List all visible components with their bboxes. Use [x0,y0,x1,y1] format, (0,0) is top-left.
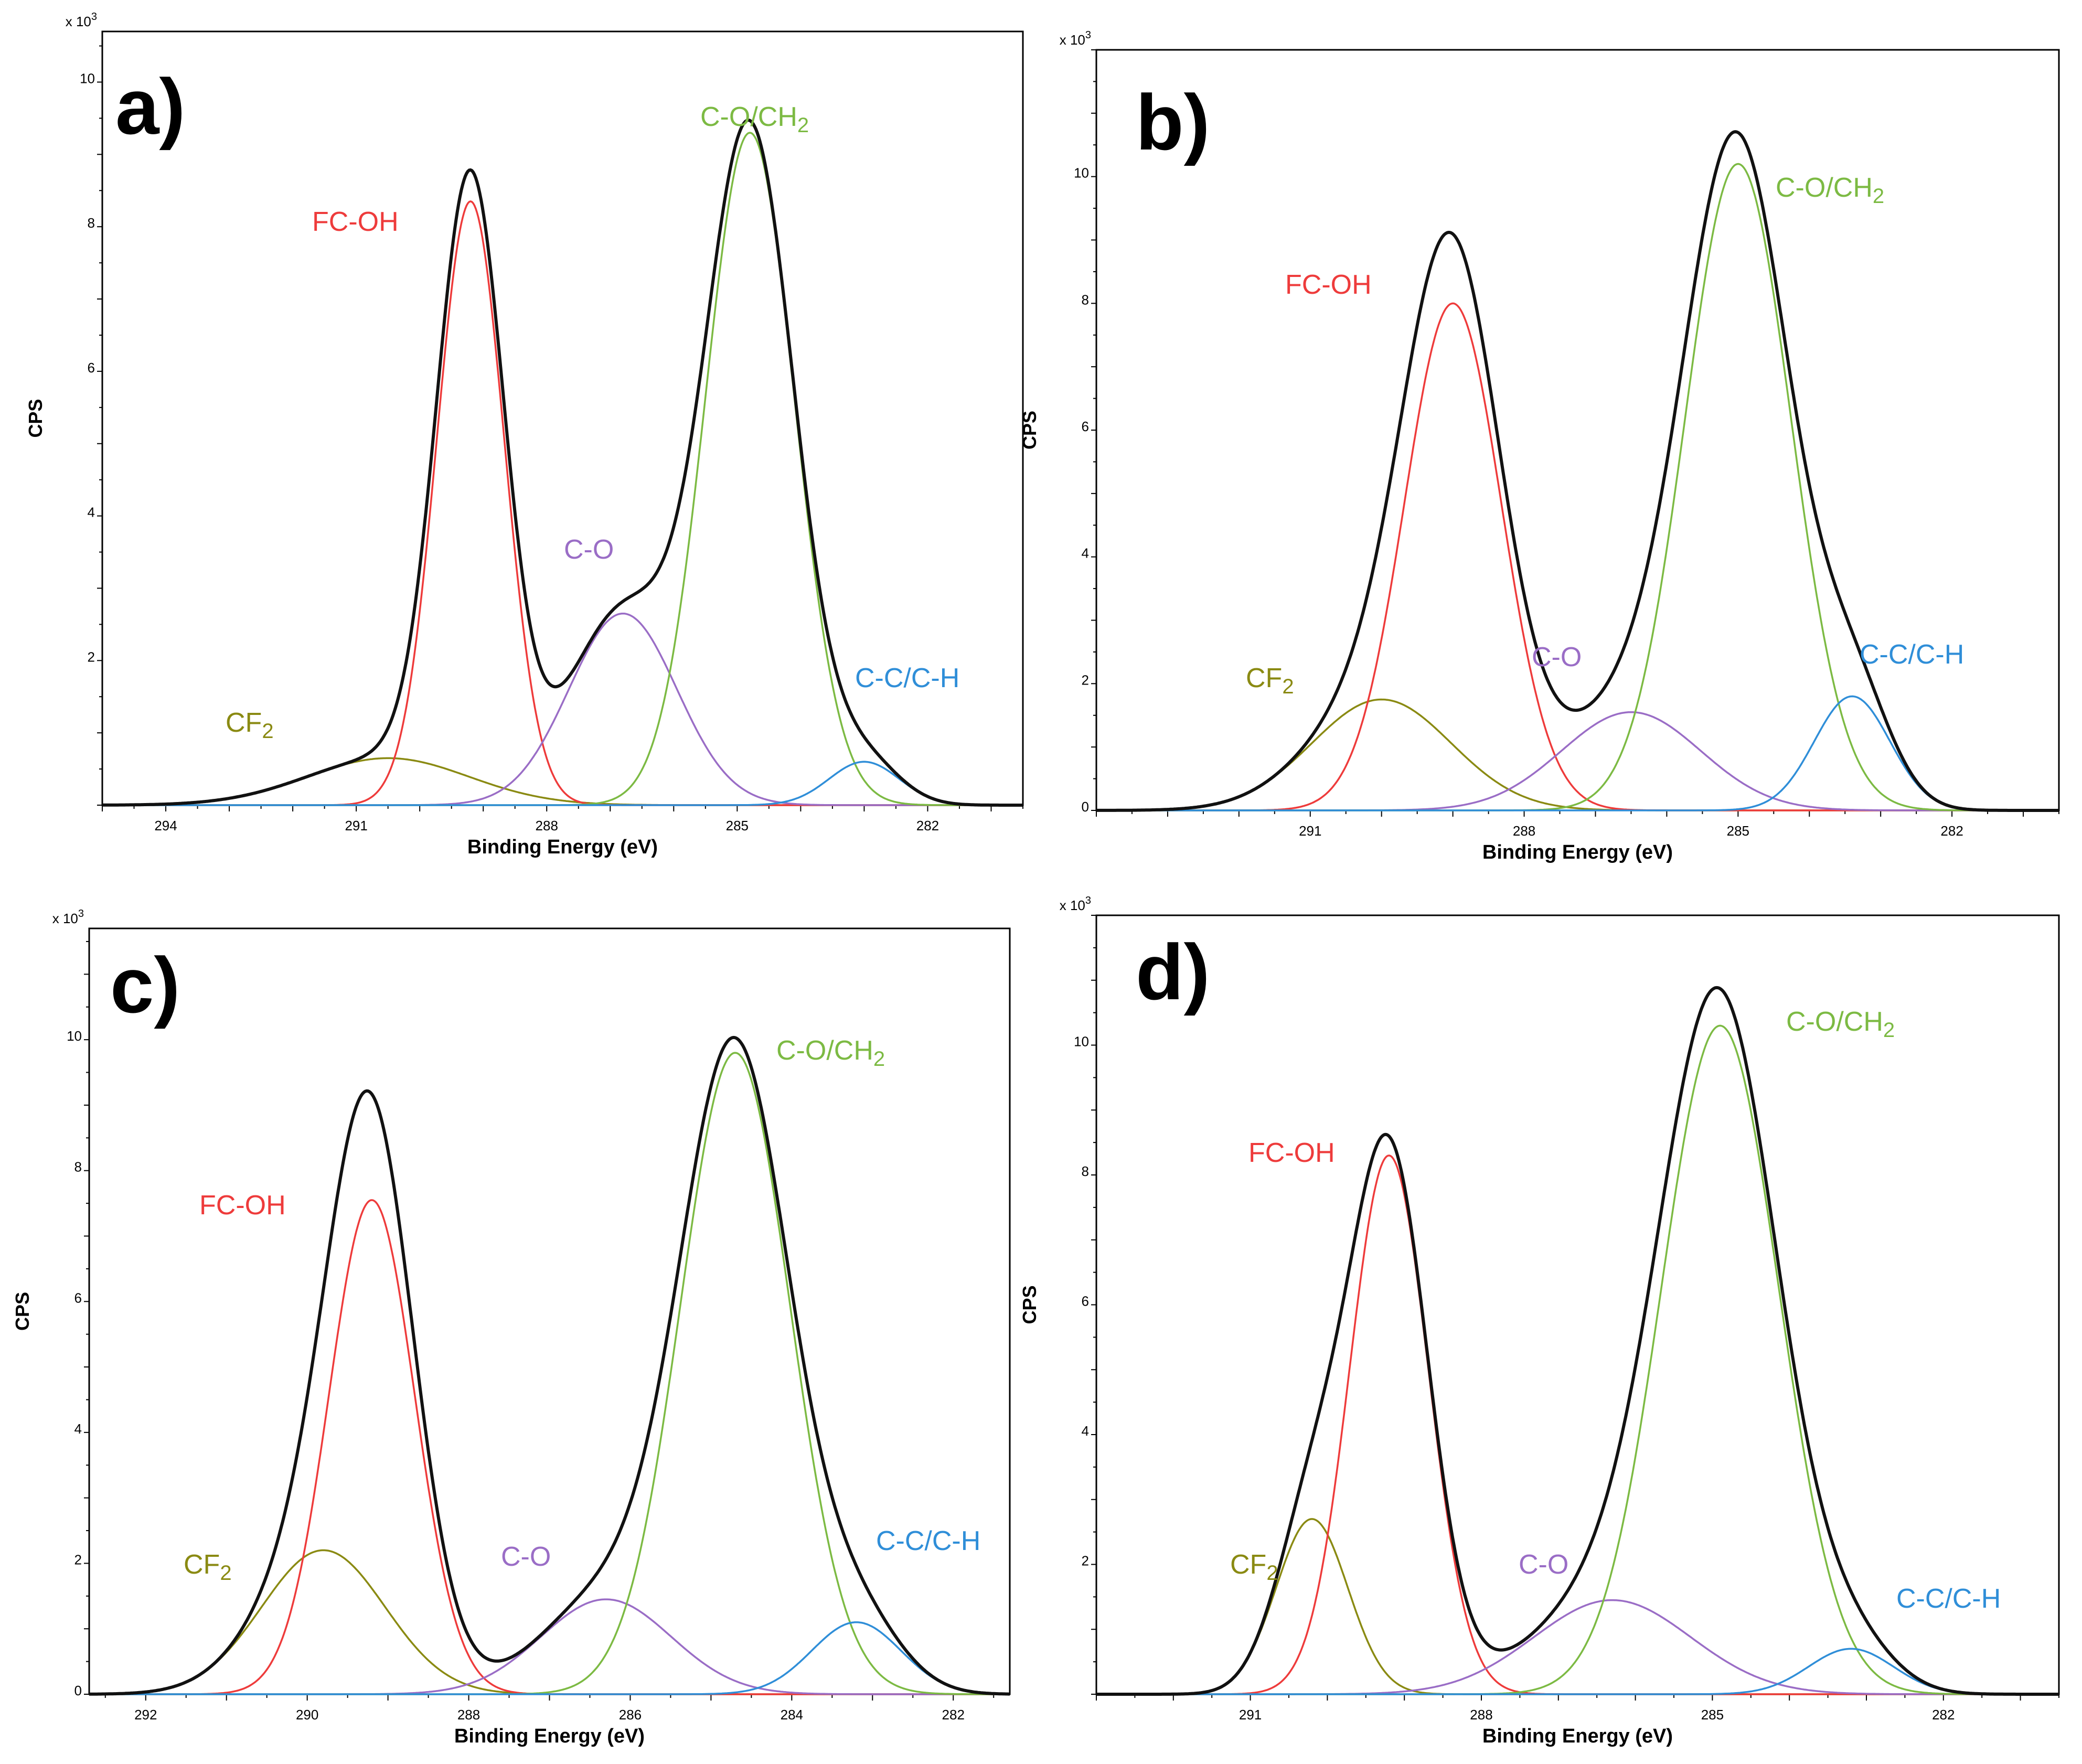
x-tick-label: 291 [1299,823,1321,839]
y-tick-label: 10 [80,70,95,86]
y-tick-label: 2 [74,1552,82,1567]
y-tick-label: 4 [88,505,95,520]
x-tick-label: 282 [942,1707,965,1723]
component-curve-c-c-c-h [1096,1648,2059,1695]
x-tick-label: 286 [619,1707,642,1723]
component-curve-c-o-ch2 [1096,163,2059,811]
plot-frame [1095,49,2060,811]
y-scale-label: x 103 [1060,895,1091,913]
component-curve-fc-oh [89,1199,1010,1695]
x-tick-label: 288 [536,818,558,833]
peak-label-c-c-c-h: C-C/C-H [1896,1584,2001,1614]
y-scale-label: x 103 [1060,29,1091,48]
peak-label-cf2: CF2 [226,708,274,743]
y-tick-label: 2 [1082,672,1089,688]
panel-letter: c) [110,941,180,1029]
y-tick-label: 2 [1082,1553,1089,1569]
y-tick-label: 10 [1074,165,1089,181]
component-curve-fc-oh [1096,302,2059,811]
y-tick-label: 6 [1082,1293,1089,1309]
peak-label-c-o: C-O [1532,642,1582,672]
peak-label-c-o-ch2: C-O/CH2 [1776,173,1884,208]
x-tick-label: 291 [345,818,367,833]
peak-label-fc-oh: FC-OH [1285,270,1372,300]
peak-label-c-c-c-h: C-C/C-H [876,1526,980,1556]
panel-letter: d) [1136,928,1210,1016]
peak-label-c-o: C-O [564,534,614,565]
x-tick-label: 292 [134,1707,157,1723]
y-tick-label: 6 [74,1290,82,1306]
peak-label-cf2: CF2 [1246,663,1294,698]
y-axis-label: CPS [1019,1285,1040,1324]
y-axis-label: CPS [12,1292,33,1331]
x-axis-label: Binding Energy (eV) [467,836,658,858]
y-tick-label: 8 [1082,1163,1089,1179]
peak-label-c-o-ch2: C-O/CH2 [1786,1007,1895,1042]
component-curve-c-c-c-h [1096,695,2059,811]
panel-letter: a) [115,62,185,151]
y-tick-label: 0 [74,1683,82,1698]
component-curve-c-c-c-h [102,761,1023,806]
y-tick-label: 10 [1074,1034,1089,1050]
envelope-curve [1096,130,2059,812]
peak-label-fc-oh: FC-OH [199,1190,286,1221]
component-curve-cf2 [1096,698,2059,811]
y-tick-label: 6 [88,360,95,376]
y-tick-label: 0 [1082,799,1089,815]
x-tick-label: 285 [726,818,749,833]
y-tick-label: 4 [1082,1423,1089,1439]
envelope-curve [89,1035,1010,1696]
panel-a: 294 291 288 285 282 2 4 6 8 10 x 103 Binding Energy… [25,11,1024,858]
y-axis-label: CPS [1019,411,1040,450]
x-tick-label: 282 [916,818,939,833]
y-tick-label: 8 [74,1159,82,1175]
x-tick-label: 291 [1239,1707,1262,1723]
peak-label-c-o: C-O [1519,1549,1568,1580]
envelope-curve [1096,986,2059,1696]
x-tick-label: 282 [1932,1707,1955,1723]
panel-c: 292 290 288 286 284 282 0 2 4 6 8 10 x 103 Binding En… [12,908,1011,1747]
panel-d: 291 288 285 282 2 4 6 8 10 x 103 Binding Energy (e… [1019,895,2060,1747]
x-tick-label: 282 [1940,823,1963,839]
x-tick-label: 294 [154,818,177,833]
y-tick-label: 6 [1082,419,1089,434]
y-tick-label: 8 [88,215,95,231]
peak-label-cf2: CF2 [184,1549,232,1585]
component-curve-c-o [89,1598,1010,1695]
y-tick-label: 4 [1082,546,1089,561]
peak-label-c-o-ch2: C-O/CH2 [776,1035,885,1071]
x-axis-label: Binding Energy (eV) [454,1725,645,1747]
y-scale-label: x 103 [52,908,84,926]
peak-label-fc-oh: FC-OH [312,207,399,237]
peak-label-c-o-ch2: C-O/CH2 [700,102,809,137]
y-tick-label: 2 [88,649,95,665]
peak-label-c-c-c-h: C-C/C-H [855,663,959,693]
panel-letter: b) [1136,78,1210,166]
x-tick-label: 288 [457,1707,480,1723]
y-tick-label: 8 [1082,292,1089,307]
x-tick-label: 285 [1727,823,1749,839]
peak-label-c-c-c-h: C-C/C-H [1860,639,1964,670]
x-tick-label: 284 [781,1707,803,1723]
x-tick-label: 288 [1513,823,1535,839]
x-tick-label: 288 [1470,1707,1492,1723]
component-curve-c-c-c-h [89,1621,1010,1695]
y-tick-label: 10 [67,1028,82,1044]
y-scale-label: x 103 [66,11,97,29]
y-axis-label: CPS [25,399,46,437]
peak-label-fc-oh: FC-OH [1248,1138,1335,1168]
peak-label-c-o: C-O [501,1542,551,1572]
panel-b: 291 288 285 282 0 2 4 6 8 10 x 103 Binding Energy (… [1019,29,2060,863]
envelope-curve [102,118,1023,807]
peak-label-cf2: CF2 [1230,1549,1278,1585]
x-axis-label: Binding Energy (eV) [1482,841,1673,863]
x-tick-label: 290 [296,1707,318,1723]
y-tick-label: 4 [74,1421,82,1437]
x-tick-label: 285 [1701,1707,1724,1723]
x-axis-label: Binding Energy (eV) [1482,1725,1673,1747]
